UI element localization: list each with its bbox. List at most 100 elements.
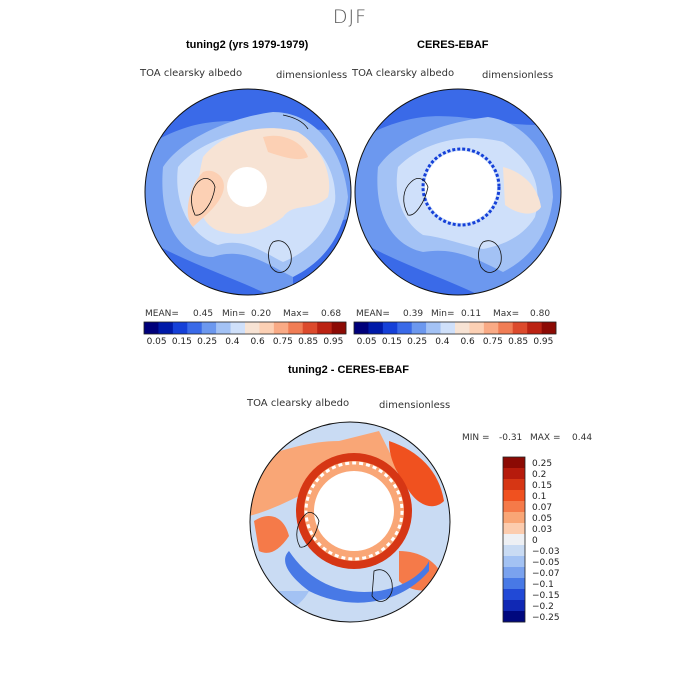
colorbar-swatch [527,322,542,334]
diff-colorbar-labels: 0.25 0.2 0.15 0.1 0.07 0.05 0.03 0 −0.03 −0.05 −0.… [530,457,590,624]
colorbar-tick-label: 0.07 [532,503,553,514]
colorbar-swatch [273,322,289,334]
colorbar-swatch [498,322,514,334]
obs-min-label: Min= [431,309,455,319]
colorbar-swatch [144,322,159,334]
colorbar-swatch [440,322,456,334]
colorbar-swatch [503,578,525,590]
colorbar-swatch [245,322,260,334]
obs-max-label: Max= [493,309,520,319]
colorbar-tick-label: 0.05 [356,337,377,347]
colorbar-swatch [331,322,347,334]
colorbar-swatch [503,490,525,502]
colorbar-tick-label: 0.15 [171,337,192,347]
colorbar-swatch [172,322,188,334]
colorbar-swatch [469,322,485,334]
colorbar-swatch [411,322,427,334]
model-mean-label: MEAN= [145,309,179,319]
colorbar-tick-label: 0.05 [532,514,553,525]
model-variable-label: TOA clearsky albedo [140,68,243,79]
obs-variable-label: TOA clearsky albedo [352,68,455,79]
colorbar-swatch [503,611,525,623]
model-min-label: Min= [222,309,246,319]
colorbar-tick-label: 0.85 [508,337,529,347]
colorbar-swatch [368,322,384,334]
colorbar-swatch [503,468,525,480]
model-max-label: Max= [283,309,310,319]
obs-min-value: 0.11 [461,309,482,319]
colorbar-tick-label: 0.2 [532,470,547,481]
colorbar-tick-label: 0.4 [225,337,240,347]
diff-panel-title: tuning2 - CERES-EBAF [288,364,409,376]
colorbar-tick-label: 0.75 [482,337,503,347]
model-max-value: 0.68 [321,309,342,319]
colorbar-tick-label: −0.07 [532,569,560,580]
model-colorbar-labels: 0.05 0.15 0.25 0.4 0.6 0.75 0.85 0.95 [144,337,346,349]
colorbar-tick-label: −0.1 [532,580,554,591]
season-title: DJF [332,6,368,28]
colorbar-swatch [455,322,470,334]
colorbar-swatch [503,457,525,469]
colorbar-swatch [354,322,369,334]
colorbar-tick-label: 0.15 [381,337,402,347]
colorbar-swatch [302,322,318,334]
model-panel-title: tuning2 (yrs 1979-1979) [186,39,309,51]
colorbar-swatch [541,322,557,334]
obs-mean-value: 0.39 [403,309,424,319]
colorbar-swatch [503,534,525,546]
diff-colorbar [502,456,526,623]
colorbar-tick-label: 0.6 [250,337,265,347]
colorbar-swatch [503,600,525,612]
colorbar-swatch [503,479,525,491]
colorbar-tick-label: −0.15 [532,591,560,602]
obs-mean-label: MEAN= [356,309,390,319]
colorbar-swatch [503,512,525,524]
colorbar-swatch [382,322,398,334]
obs-colorbar [353,321,557,335]
colorbar-tick-label: 0.03 [532,525,553,536]
colorbar-tick-label: 0.4 [435,337,450,347]
diff-max-value: 0.44 [572,433,593,443]
colorbar-tick-label: −0.25 [532,613,560,624]
model-mean-value: 0.45 [193,309,214,319]
colorbar-swatch [230,322,246,334]
colorbar-swatch [259,322,275,334]
diff-polar-map [249,421,451,623]
diff-min-label: MIN = [462,433,490,443]
model-units-label: dimensionless [276,70,348,81]
obs-max-value: 0.80 [530,309,551,319]
colorbar-tick-label: 0.25 [407,337,428,347]
diff-variable-label: TOA clearsky albedo [247,398,350,409]
colorbar-border [143,321,347,335]
colorbar-tick-label: 0.15 [532,481,553,492]
colorbar-tick-label: 0.95 [323,337,344,347]
colorbar-tick-label: 0.95 [533,337,554,347]
diff-units-label: dimensionless [379,400,451,411]
colorbar-swatch [512,322,528,334]
colorbar-tick-label: 0.05 [146,337,167,347]
colorbar-tick-label: 0.25 [532,459,553,470]
colorbar-tick-label: 0.1 [532,492,547,503]
colorbar-swatch [503,523,525,535]
obs-units-label: dimensionless [482,70,554,81]
colorbar-tick-label: −0.05 [532,558,560,569]
colorbar-tick-label: 0.6 [460,337,475,347]
diff-max-label: MAX = [530,433,561,443]
obs-panel-title: CERES-EBAF [417,39,489,51]
colorbar-tick-label: 0 [532,536,538,547]
model-colorbar [143,321,347,335]
diff-min-value: -0.31 [499,433,523,443]
colorbar-swatch [187,322,203,334]
colorbar-swatch [201,322,217,334]
colorbar-tick-label: 0.75 [272,337,293,347]
model-polar-map [144,88,352,296]
colorbar-swatch [317,322,332,334]
obs-colorbar-labels: 0.05 0.15 0.25 0.4 0.6 0.75 0.85 0.95 [354,337,556,349]
colorbar-swatch [158,322,174,334]
obs-polar-map [354,88,562,296]
colorbar-swatch [503,556,525,568]
colorbar-tick-label: 0.85 [298,337,319,347]
colorbar-border [502,456,526,623]
colorbar-swatch [483,322,499,334]
colorbar-swatch [216,322,231,334]
